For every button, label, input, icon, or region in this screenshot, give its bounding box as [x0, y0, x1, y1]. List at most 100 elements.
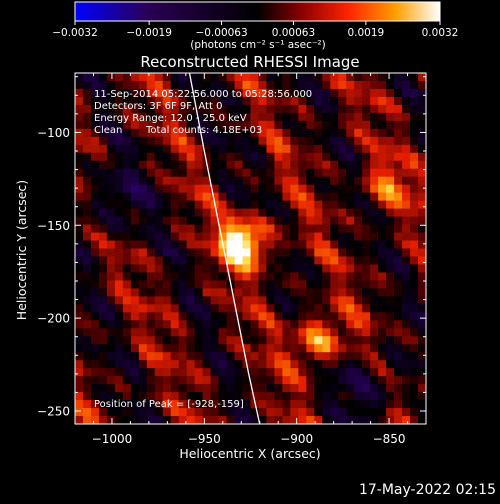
x-axis-ticks: −1000 −950 −900 −850	[92, 73, 427, 446]
heatmap-cell	[130, 160, 140, 170]
heatmap-cell	[362, 248, 371, 257]
heatmap-cell	[274, 264, 283, 273]
heatmap-cell	[146, 344, 156, 353]
colorbar-tick-label: 0.0019	[347, 27, 384, 39]
heatmap-cell	[98, 400, 108, 409]
heatmap-cell	[298, 96, 307, 106]
heatmap-cell	[122, 360, 132, 369]
heatmap-cell	[186, 144, 196, 154]
heatmap-cell	[314, 336, 323, 345]
heatmap-cell	[346, 376, 355, 385]
heatmap-cell	[178, 136, 188, 146]
heatmap-cell	[170, 73, 180, 82]
heatmap-cell	[154, 144, 164, 154]
heatmap-cell	[186, 392, 196, 401]
heatmap-cell	[402, 136, 411, 146]
heatmap-cell	[306, 248, 315, 257]
heatmap-cell	[154, 200, 164, 210]
heatmap-cell	[186, 376, 196, 385]
heatmap-cell	[162, 224, 172, 234]
heatmap-cell	[394, 272, 403, 281]
heatmap-cell	[330, 296, 339, 305]
heatmap-cell	[75, 200, 84, 210]
heatmap-cell	[266, 88, 275, 98]
heatmap-cell	[378, 272, 387, 281]
heatmap-cell	[370, 200, 379, 210]
heatmap-cell	[234, 336, 244, 345]
heatmap-cell	[98, 256, 108, 265]
heatmap-cell	[98, 336, 108, 345]
heatmap-cell	[322, 328, 331, 337]
heatmap-cell	[394, 160, 403, 170]
heatmap-cell	[354, 112, 363, 122]
heatmap-cell	[354, 128, 363, 138]
heatmap-cell	[290, 384, 299, 393]
heatmap-cell	[394, 296, 403, 305]
heatmap-cell	[394, 336, 403, 345]
heatmap-cell	[370, 112, 379, 122]
heatmap-cell	[234, 344, 244, 353]
heatmap-cell	[234, 256, 244, 265]
heatmap-cell	[98, 232, 108, 242]
heatmap-cell	[330, 240, 339, 249]
heatmap-cell	[370, 96, 379, 106]
heatmap-cell	[386, 152, 395, 162]
heatmap-cell	[194, 344, 204, 353]
heatmap-cell	[258, 400, 267, 409]
heatmap-cell	[282, 288, 291, 297]
heatmap-cell	[258, 240, 267, 249]
heatmap-cell	[386, 280, 395, 289]
heatmap-cell	[75, 96, 84, 106]
heatmap-cell	[370, 208, 379, 218]
heatmap-cell	[346, 128, 355, 138]
heatmap-cell	[362, 360, 371, 369]
heatmap-cell	[210, 376, 220, 385]
heatmap-cell	[186, 168, 196, 178]
heatmap-cell	[274, 400, 283, 409]
heatmap-cell	[210, 344, 220, 353]
heatmap-cell	[282, 128, 291, 138]
heatmap-cell	[202, 184, 212, 194]
annotation-detectors: Detectors: 3F 6F 9F, Att 0	[94, 101, 222, 112]
heatmap-cell	[282, 352, 291, 361]
heatmap-cell	[122, 352, 132, 361]
heatmap-cell	[106, 384, 116, 393]
heatmap-cell	[146, 216, 156, 226]
heatmap-cell	[386, 304, 395, 313]
heatmap-cell	[210, 112, 220, 122]
heatmap-cell	[346, 416, 355, 424]
heatmap-cell	[394, 408, 403, 417]
heatmap-cell	[122, 168, 132, 178]
heatmap-cell	[146, 416, 156, 424]
heatmap-cell	[242, 256, 251, 265]
heatmap-cell	[378, 144, 387, 154]
heatmap-cell	[274, 192, 283, 202]
heatmap-cell	[314, 272, 323, 281]
heatmap-cell	[138, 144, 148, 154]
heatmap-cell	[354, 328, 363, 337]
heatmap-cell	[106, 208, 116, 218]
heatmap-cell	[378, 80, 387, 90]
heatmap-cell	[82, 280, 92, 289]
heatmap-cell	[194, 216, 204, 226]
heatmap-cell	[202, 208, 212, 218]
heatmap-cell	[242, 232, 251, 242]
heatmap-cell	[178, 144, 188, 154]
heatmap-cell	[346, 160, 355, 170]
heatmap-cell	[394, 392, 403, 401]
heatmap-cell	[394, 120, 403, 130]
heatmap-cell	[330, 104, 339, 114]
heatmap-cell	[346, 360, 355, 369]
heatmap-cell	[322, 80, 331, 90]
heatmap-cell	[122, 336, 132, 345]
heatmap-cell	[234, 264, 244, 273]
heatmap-cell	[202, 296, 212, 305]
heatmap-cell	[210, 368, 220, 377]
heatmap-cell	[290, 336, 299, 345]
heatmap-cell	[162, 368, 172, 377]
heatmap-cell	[338, 144, 347, 154]
heatmap-cell	[138, 296, 148, 305]
heatmap-cell	[178, 296, 188, 305]
heatmap-cell	[122, 73, 132, 82]
heatmap-cell	[82, 152, 92, 162]
